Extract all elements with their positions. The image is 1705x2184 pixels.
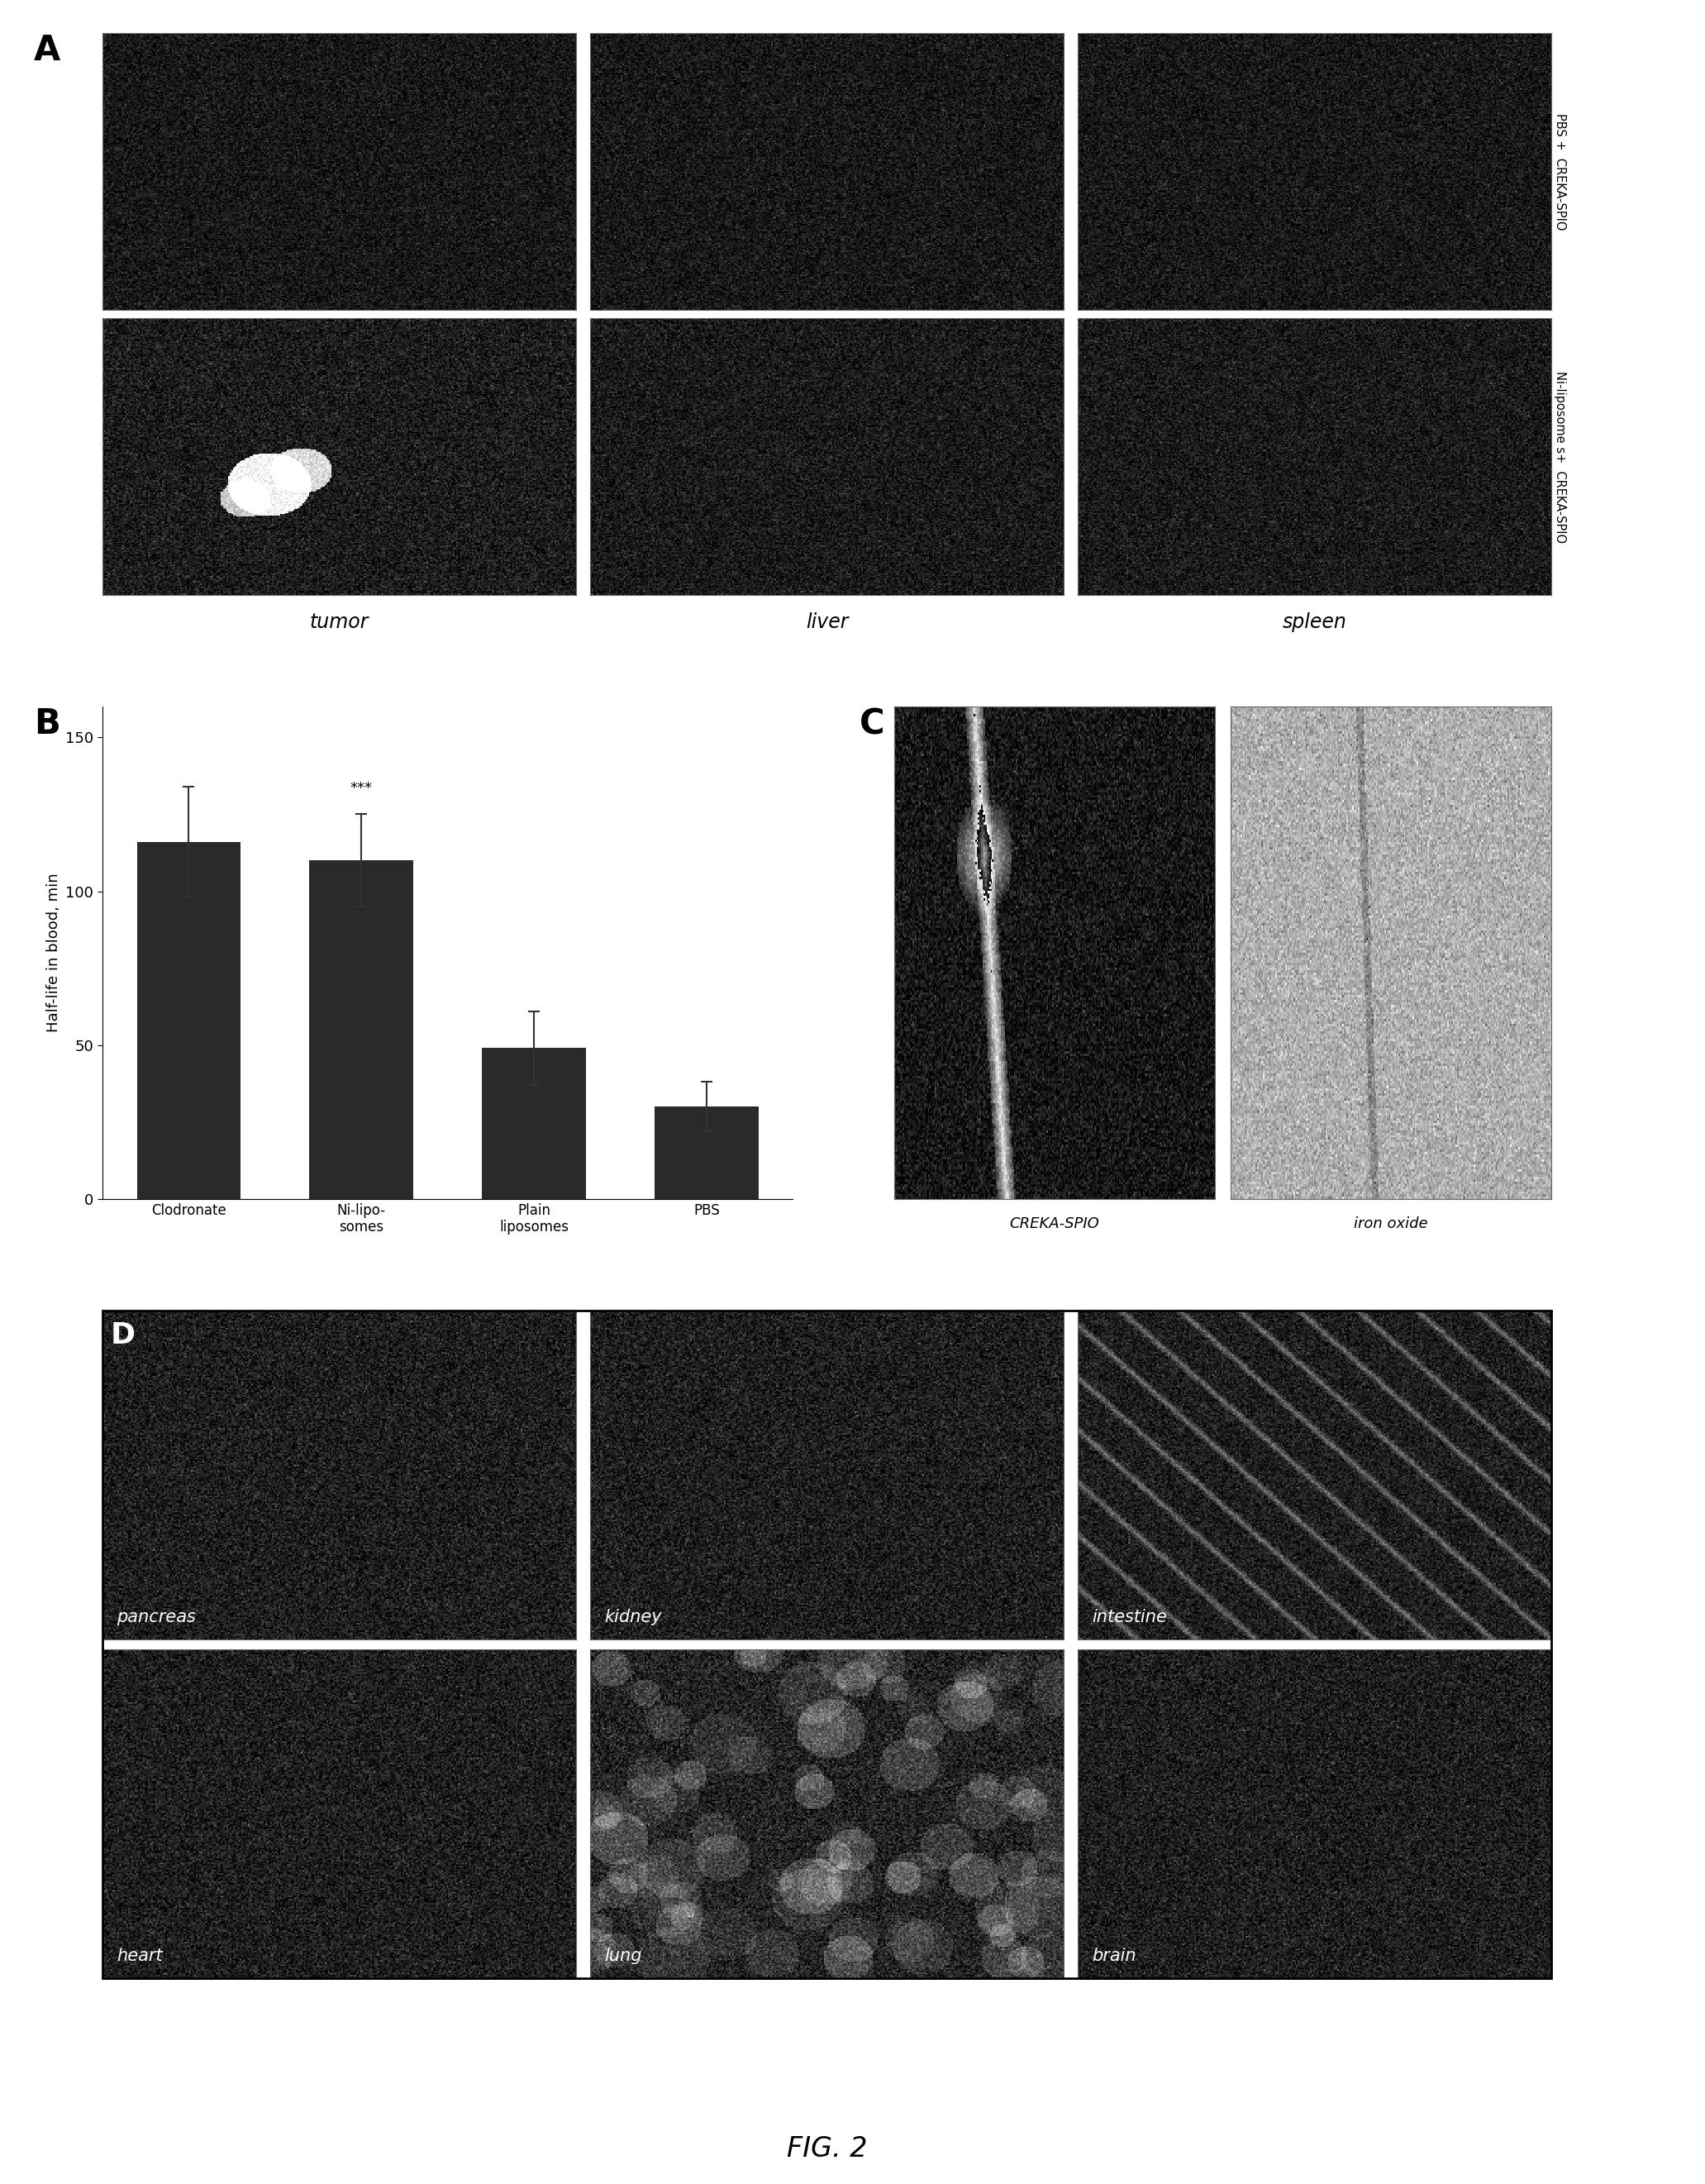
Bar bbox=[483, 1048, 585, 1199]
Text: tumor: tumor bbox=[310, 614, 368, 633]
Bar bbox=[655, 1107, 759, 1199]
Text: spleen: spleen bbox=[1282, 614, 1347, 633]
Bar bbox=[309, 860, 413, 1199]
Text: Ni-liposome s+  CREKA-SPIO: Ni-liposome s+ CREKA-SPIO bbox=[1553, 371, 1567, 542]
Text: kidney: kidney bbox=[605, 1610, 662, 1625]
Text: B: B bbox=[34, 708, 60, 740]
Text: intestine: intestine bbox=[1093, 1610, 1168, 1625]
Text: C: C bbox=[859, 708, 885, 740]
Text: brain: brain bbox=[1093, 1948, 1137, 1963]
Bar bbox=[136, 843, 240, 1199]
Text: FIG. 2: FIG. 2 bbox=[786, 2136, 868, 2162]
Text: D: D bbox=[111, 1321, 136, 1350]
Text: CREKA-SPIO: CREKA-SPIO bbox=[1009, 1216, 1100, 1232]
Text: heart: heart bbox=[116, 1948, 162, 1963]
Text: liver: liver bbox=[806, 614, 847, 633]
Y-axis label: Half-life in blood, min: Half-life in blood, min bbox=[46, 874, 61, 1033]
Text: lung: lung bbox=[605, 1948, 643, 1963]
Text: pancreas: pancreas bbox=[116, 1610, 196, 1625]
Text: iron oxide: iron oxide bbox=[1354, 1216, 1429, 1232]
Text: PBS +  CREKA-SPIO: PBS + CREKA-SPIO bbox=[1553, 114, 1567, 229]
Text: ***: *** bbox=[350, 782, 372, 795]
Text: A: A bbox=[34, 33, 61, 68]
